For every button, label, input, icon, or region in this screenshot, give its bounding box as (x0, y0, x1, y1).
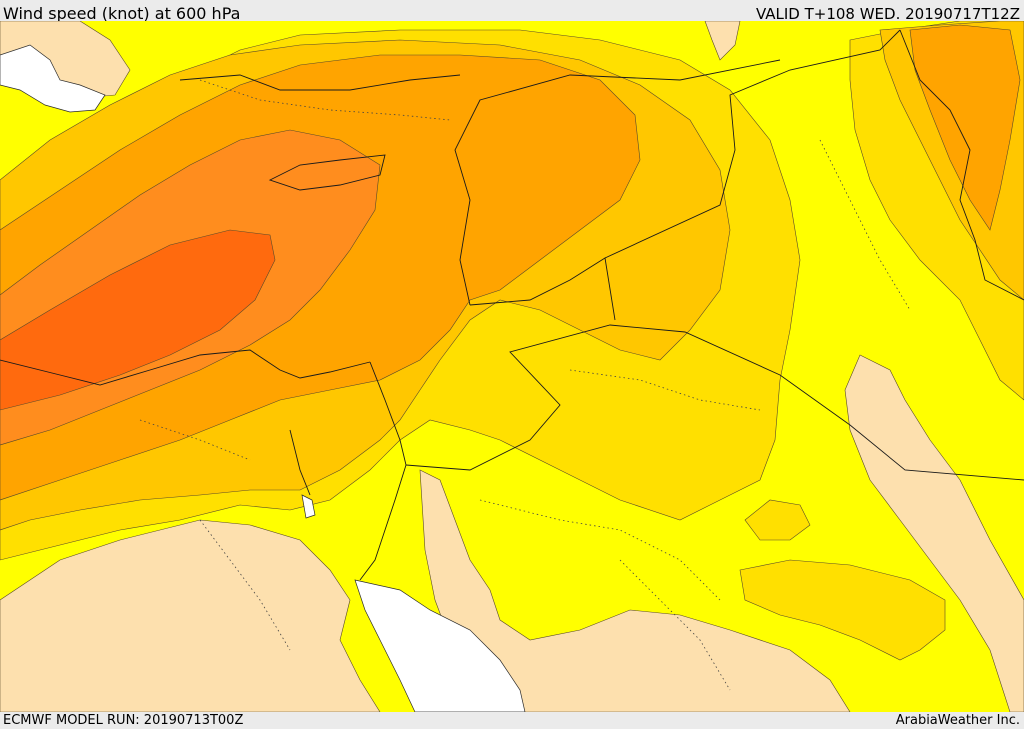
sea-area (301, 494, 316, 519)
band-6 (0, 229, 276, 411)
credit-label: ArabiaWeather Inc. (895, 713, 1020, 728)
valid-time: VALID T+108 WED. 20190717T12Z (755, 5, 1020, 23)
borders (0, 29, 1024, 581)
footer-bar: ECMWF MODEL RUN: 20190713T00Z ArabiaWeat… (0, 712, 1024, 729)
band-lowest-patch (0, 519, 381, 712)
map-title: Wind speed (knot) at 600 hPa (3, 4, 241, 23)
sea-area (354, 579, 526, 712)
header-bar: Wind speed (knot) at 600 hPa VALID T+108… (0, 0, 1024, 23)
band-2-spot (744, 499, 811, 541)
band-4-east (909, 24, 1021, 231)
band-2-south (739, 559, 946, 661)
model-run-label: ECMWF MODEL RUN: 20190713T00Z (3, 713, 244, 728)
sea-area (0, 44, 106, 113)
band-lowest-patch (704, 21, 741, 61)
map-area[interactable] (0, 21, 1024, 712)
admin-boundaries (139, 79, 911, 691)
band-lowest-patch (844, 354, 1024, 712)
wind-speed-map (0, 21, 1024, 712)
